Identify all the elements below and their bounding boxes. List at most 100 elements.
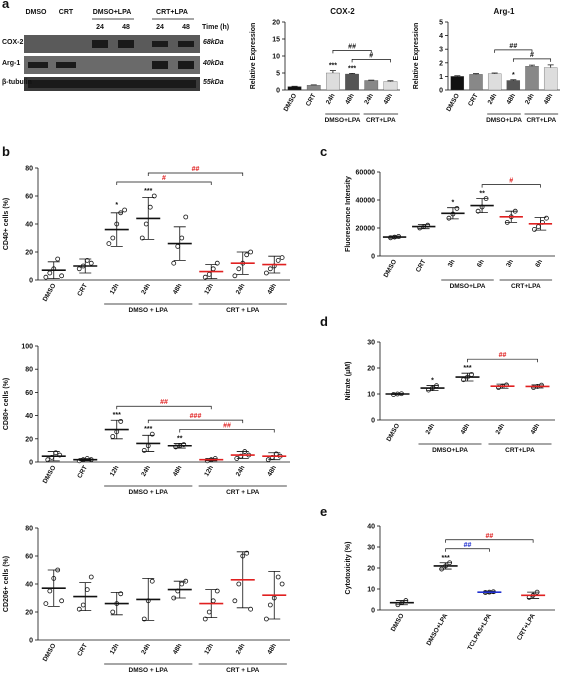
data-point [263, 616, 269, 622]
y-axis-label: Fluorescence Intensity [345, 176, 352, 252]
y-tick-label: 100 [21, 344, 33, 351]
bar [506, 80, 521, 91]
group-label: CRT+LPA [511, 283, 541, 290]
data-point [183, 214, 189, 220]
bracket-label: ## [192, 166, 200, 173]
data-point [536, 224, 541, 230]
bracket [494, 49, 533, 53]
bar [287, 86, 302, 91]
data-point [279, 255, 285, 261]
blot-row: COX-2 [2, 39, 24, 46]
x-tick-label: 48h [530, 422, 542, 435]
y-axis-label: CD80+ cells (%) [3, 378, 10, 430]
y-tick-label: 40000 [356, 198, 376, 205]
bracket-label: ## [223, 422, 231, 429]
data-point [475, 208, 481, 214]
y-tick-label: 60 [25, 390, 33, 397]
error-bar [329, 70, 336, 73]
blot-column: DMSO [26, 9, 48, 16]
x-tick-label: 48h [460, 422, 472, 435]
x-tick-label: 24h [495, 422, 507, 435]
data-point [248, 606, 254, 612]
group-label: CRT+LPA [505, 447, 535, 454]
data-point [446, 215, 452, 221]
bar [487, 73, 502, 91]
y-tick-label: 40 [25, 413, 33, 420]
blot-size: 68kDa [203, 39, 224, 46]
bracket [481, 184, 541, 188]
y-tick-label: 0 [276, 88, 280, 95]
data-point [275, 257, 281, 263]
data-point [84, 587, 90, 592]
x-tick-label: 24h [325, 92, 337, 105]
error-bar [473, 73, 479, 75]
significance-mark: * [115, 202, 118, 209]
blot-column: CRT [59, 9, 74, 16]
x-tick-label: 12h [203, 642, 215, 655]
significance-mark: *** [329, 63, 337, 70]
x-tick-label: 48h [172, 282, 184, 295]
data-point [59, 598, 65, 604]
blot-strip [24, 56, 200, 74]
x-tick-label: 6h [534, 258, 544, 268]
blot-strip [24, 35, 200, 53]
y-tick-label: 4 [439, 33, 443, 40]
y-tick-label: 40 [367, 524, 375, 531]
panel-label: d [320, 314, 328, 329]
x-tick-label: 12h [203, 464, 215, 477]
blot-time: 24 [96, 24, 104, 31]
data-point [147, 204, 153, 210]
group-label: CRT+LPA [366, 117, 396, 124]
x-tick-label: 3h [505, 258, 515, 268]
y-tick-label: 5 [276, 71, 280, 78]
y-axis-label: CD206+ cells (%) [3, 556, 10, 612]
y-tick-label: 0 [29, 638, 33, 645]
y-tick-label: 10 [367, 587, 375, 594]
y-tick-label: 60000 [356, 170, 376, 177]
bracket [147, 172, 244, 176]
data-point [106, 241, 112, 247]
bracket-label: # [162, 175, 166, 182]
y-tick-label: 0 [371, 608, 375, 615]
significance-mark: * [452, 200, 455, 207]
y-tick-label: 30 [367, 340, 375, 347]
y-tick-label: 2 [439, 60, 443, 67]
x-tick-label: 24h [235, 642, 247, 655]
bracket-label: ## [348, 43, 356, 50]
x-tick-label: 24h [524, 92, 536, 105]
bracket-label: # [530, 52, 534, 59]
x-tick-label: 12h [109, 464, 121, 477]
x-tick-label: 48h [266, 282, 278, 295]
error-bar [510, 79, 517, 81]
significance-mark: * [512, 72, 515, 79]
group-label: DMSO + LPA [129, 307, 169, 314]
blot-size: 40kDa [202, 60, 224, 67]
y-tick-label: 1 [439, 74, 443, 81]
y-tick-label: 20 [367, 366, 375, 373]
data-point [43, 274, 49, 280]
data-point [110, 609, 116, 615]
bracket-label: # [509, 178, 513, 185]
bar [364, 80, 379, 91]
data-point [236, 266, 242, 272]
y-tick-label: 10 [367, 392, 375, 399]
y-tick-label: 60 [25, 194, 33, 201]
y-tick-label: 10 [272, 54, 280, 61]
y-tick-label: 40 [25, 582, 33, 589]
data-point [143, 221, 149, 227]
panel-label: e [320, 504, 327, 519]
x-tick-label: 48h [505, 92, 517, 105]
y-tick-label: 0 [29, 460, 33, 467]
y-tick-label: 5 [439, 20, 443, 27]
x-tick-label: 24h [140, 282, 152, 295]
group-label: DMSO+LPA [325, 117, 361, 124]
blot-time-label: Time (h) [202, 24, 229, 31]
data-point [179, 235, 185, 241]
x-tick-label: 3h [447, 258, 457, 268]
group-label: CRT + LPA [226, 489, 260, 496]
bar [525, 66, 539, 91]
data-point [267, 266, 273, 272]
x-tick-label: 48h [344, 92, 356, 105]
